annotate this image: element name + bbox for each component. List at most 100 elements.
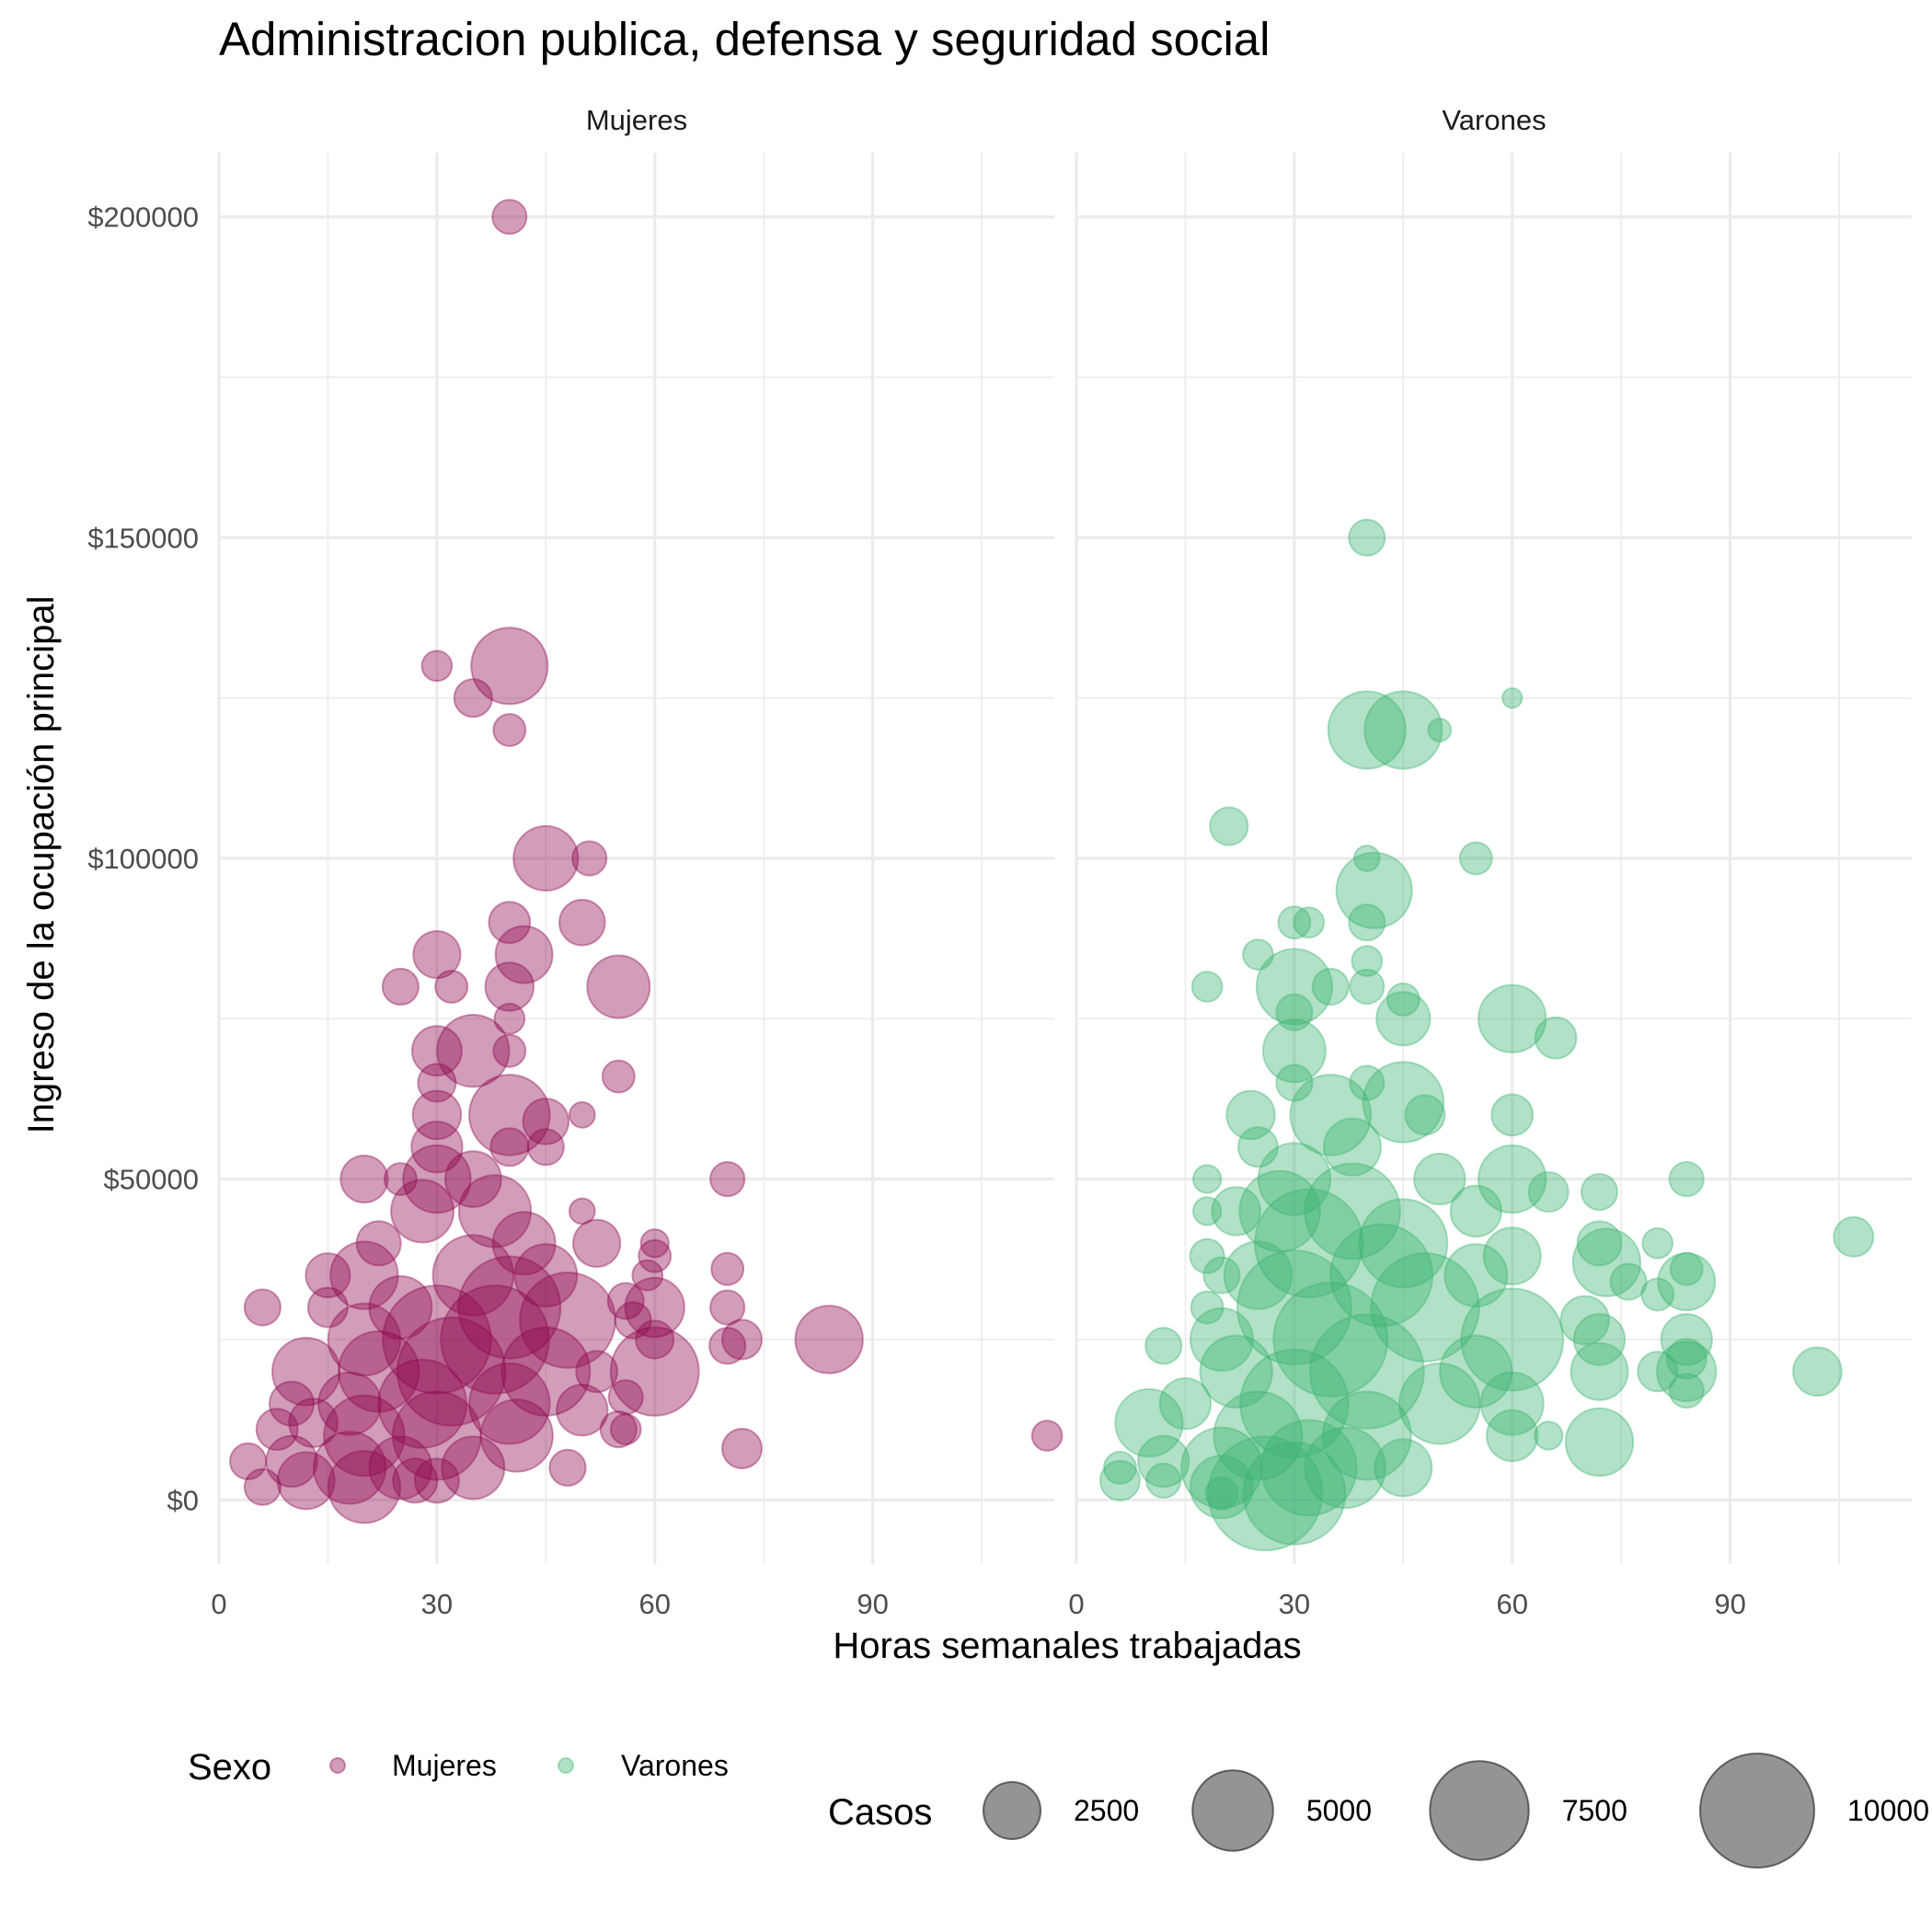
data-point xyxy=(1478,983,1547,1054)
x-tick-label: 0 xyxy=(211,1588,226,1620)
data-point xyxy=(599,1410,638,1449)
data-point xyxy=(1114,1387,1184,1458)
data-point xyxy=(1478,1144,1547,1214)
data-point xyxy=(1289,1074,1373,1156)
x-axis-ticks-varones: 0 30 60 90 xyxy=(1068,1588,1745,1620)
y-tick-label: $200000 xyxy=(87,201,199,234)
data-point xyxy=(1327,690,1407,770)
data-point xyxy=(609,1413,642,1445)
data-point xyxy=(1572,1313,1627,1366)
data-point xyxy=(1209,806,1249,846)
data-point xyxy=(339,1155,389,1204)
data-point xyxy=(468,1074,551,1156)
x-tick-label: 60 xyxy=(1496,1588,1527,1620)
data-point xyxy=(1275,1064,1314,1102)
data-point xyxy=(709,1289,746,1326)
data-point xyxy=(1527,1171,1570,1213)
data-point xyxy=(1225,1089,1276,1141)
x-tick-label: 90 xyxy=(857,1588,888,1620)
data-point xyxy=(1460,1287,1565,1392)
data-point xyxy=(1211,1186,1261,1236)
data-point xyxy=(327,1302,402,1377)
legend-casos: Casos 2500 5000 7500 10000 xyxy=(828,1753,1929,1869)
data-point xyxy=(271,1337,341,1407)
data-point xyxy=(1236,1249,1352,1366)
data-point xyxy=(1665,1338,1708,1380)
data-point xyxy=(269,1380,315,1427)
data-point xyxy=(1486,1409,1539,1463)
data-point xyxy=(575,1350,618,1394)
data-point xyxy=(1833,1215,1875,1258)
data-point xyxy=(491,199,528,236)
data-point xyxy=(1656,1340,1718,1403)
x-tick-label: 30 xyxy=(421,1588,453,1620)
data-point xyxy=(1363,690,1443,770)
data-point xyxy=(1137,1434,1190,1489)
data-point xyxy=(601,1059,636,1094)
data-point xyxy=(1329,1223,1434,1328)
strip-label-varones: Varones xyxy=(1442,104,1546,136)
data-point xyxy=(1189,1307,1254,1372)
data-point xyxy=(1242,1441,1347,1546)
data-point xyxy=(1534,1420,1564,1451)
data-point xyxy=(1191,1196,1223,1226)
data-point xyxy=(1374,1438,1433,1498)
data-point xyxy=(383,1162,418,1197)
legend-label-casos: 10000 xyxy=(1847,1794,1929,1827)
data-point xyxy=(708,1327,747,1365)
x-tick-label: 60 xyxy=(638,1588,670,1620)
data-point xyxy=(493,1002,526,1035)
data-point xyxy=(417,1063,457,1103)
data-point xyxy=(1349,1064,1386,1101)
data-point xyxy=(1242,938,1274,971)
data-point xyxy=(1323,1117,1382,1177)
data-point xyxy=(1275,993,1314,1031)
data-point xyxy=(721,1428,763,1469)
legend-label-casos: 2500 xyxy=(1074,1794,1139,1827)
legend-key-casos xyxy=(1699,1753,1815,1869)
data-point xyxy=(1239,1348,1350,1459)
data-point xyxy=(453,678,493,719)
data-point xyxy=(1413,1152,1466,1206)
data-point xyxy=(1479,1371,1545,1436)
data-point xyxy=(243,1467,282,1506)
data-point xyxy=(638,1238,673,1273)
data-point xyxy=(1257,1142,1332,1216)
data-point xyxy=(1304,1162,1401,1260)
facet-panel-mujeres: Mujeres xyxy=(217,104,1064,1564)
data-point xyxy=(586,954,651,1019)
data-point xyxy=(1386,982,1420,1017)
y-tick-label: $50000 xyxy=(104,1164,199,1196)
data-point xyxy=(1321,1390,1412,1481)
data-point xyxy=(1559,1294,1610,1346)
data-point xyxy=(402,1144,472,1214)
data-point xyxy=(1311,967,1350,1006)
data-point xyxy=(317,1371,383,1436)
data-point xyxy=(1443,1243,1509,1308)
data-point xyxy=(434,970,469,1004)
data-point xyxy=(1199,1334,1273,1409)
legend-key-mujeres xyxy=(329,1757,346,1774)
data-point xyxy=(323,1394,406,1478)
data-point xyxy=(468,1362,551,1445)
data-point xyxy=(1207,1435,1324,1552)
data-point xyxy=(1660,1313,1713,1366)
data-point xyxy=(709,1161,746,1198)
points-mujeres xyxy=(229,199,1064,1524)
legend-key-casos xyxy=(983,1781,1041,1840)
data-point xyxy=(440,1284,550,1395)
data-point xyxy=(1439,1334,1513,1409)
points-varones xyxy=(1098,518,1875,1552)
data-point xyxy=(494,925,554,984)
data-point xyxy=(489,1127,530,1167)
data-point xyxy=(572,1218,622,1269)
data-point xyxy=(492,713,527,747)
data-point xyxy=(1213,1390,1304,1481)
data-point xyxy=(457,1174,533,1248)
data-point xyxy=(1255,948,1334,1026)
data-point xyxy=(1261,1018,1327,1084)
y-tick-label: $100000 xyxy=(87,843,199,875)
data-point xyxy=(1158,1377,1213,1431)
y-tick-label: $150000 xyxy=(87,522,199,554)
data-point xyxy=(312,1431,387,1505)
